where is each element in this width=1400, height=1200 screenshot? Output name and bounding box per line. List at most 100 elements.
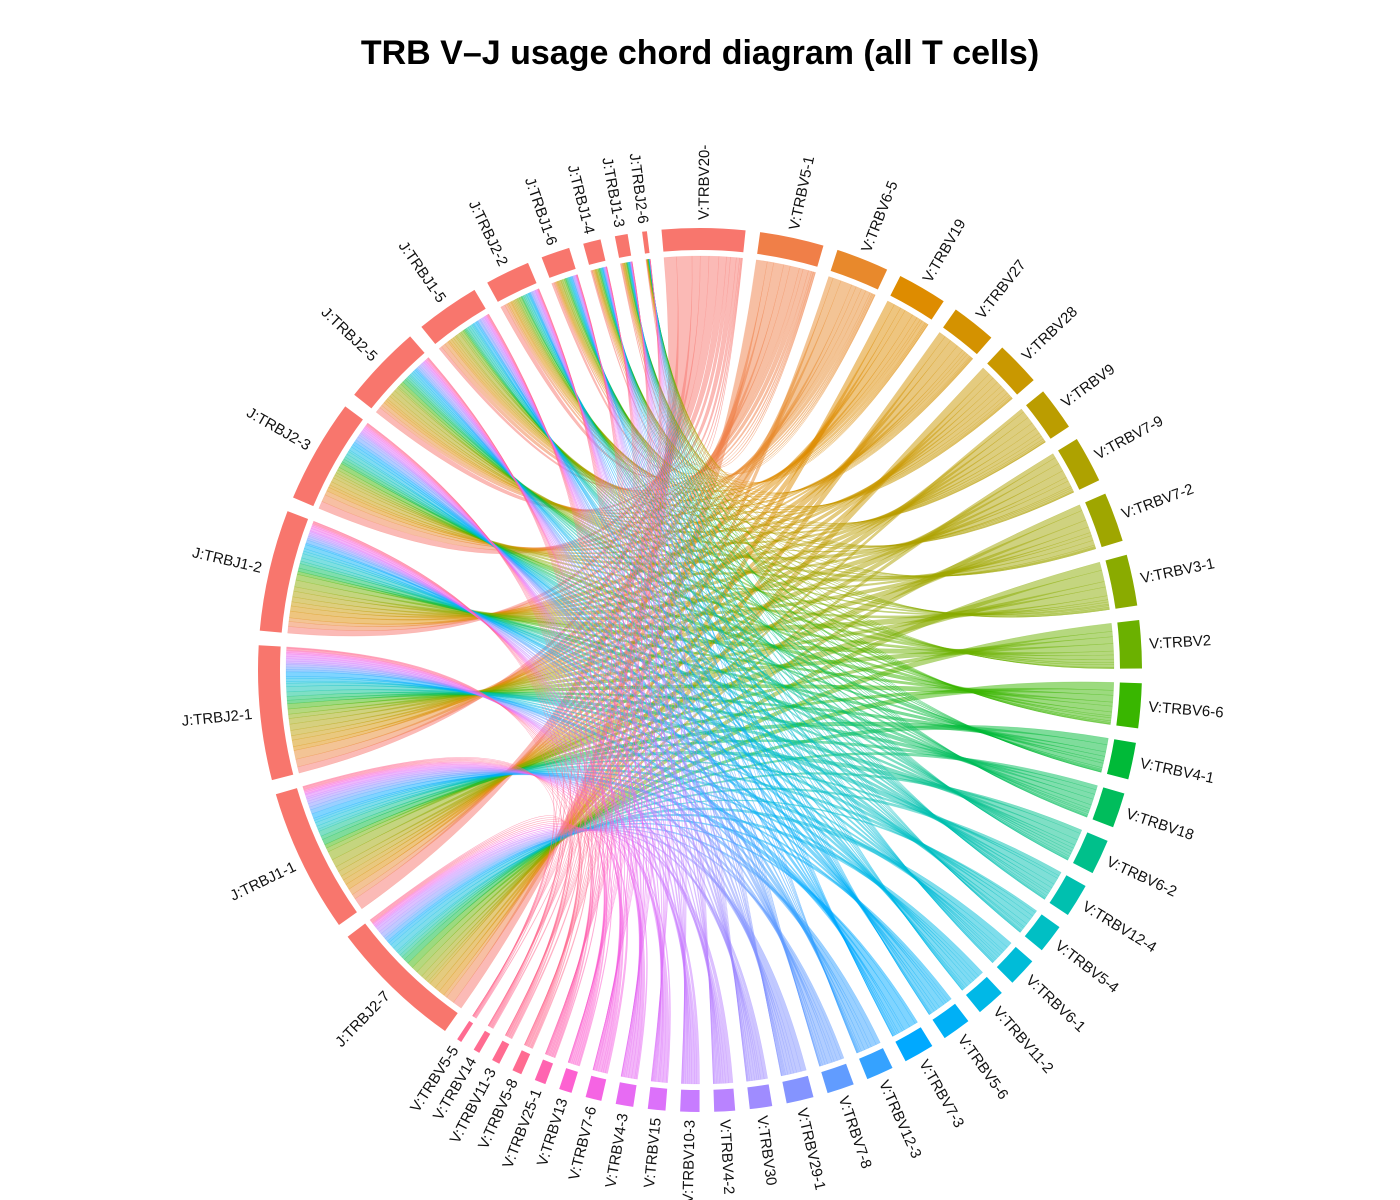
sector-label-j-trbj2-3: J:TRBJ2-3 (244, 404, 314, 454)
ribbon-v-trbv4-1-j-trbj1-3 (626, 262, 1102, 773)
ribbon-v-trbv7-9-j-trbj1-4 (595, 268, 1074, 547)
ribbon-v-trbv7-8-j-trbj1-5 (477, 319, 826, 1066)
ribbon-v-trbv11-3-j-trbj2-7 (370, 819, 581, 1040)
ribbon-v-trbv13-j-trbj2-6 (567, 258, 665, 1063)
ribbon-v-trbv2-j-trbj1-6 (562, 278, 1115, 668)
ribbon-v-trbv5-8-j-trbj1-1 (303, 760, 582, 1049)
ribbon-v-trbv3-1-j-trbj1-3 (625, 262, 1110, 618)
ribbon-v-trbv7-3-j-trbj2-1 (285, 671, 911, 1031)
ribbon-v-trbv13-j-trbj1-5 (486, 314, 620, 1064)
ribbon-v-trbv4-3-j-trbj2-6 (620, 258, 670, 1077)
ribbon-v-trbv29-1-j-trbj2-7 (380, 828, 807, 1072)
ribbon-v-trbv5-4-j-trbj1-4 (600, 267, 1022, 933)
ribbon-v-trbv12-4-j-trbj2-2 (524, 294, 1048, 898)
sector-arc-j-trbj2-7 (347, 923, 458, 1032)
ribbon-v-trbv5-6-j-trbj1-1 (313, 772, 949, 1004)
sector-arc-v-trbv7-2 (1085, 493, 1123, 548)
sector-arc-v-trbv15 (647, 1087, 668, 1111)
ribbon-v-trbv14-j-trbj2-1 (286, 647, 562, 1028)
ribbon-v-trbv15-j-trbj1-5 (483, 316, 663, 1082)
ribbon-v-trbv15-j-trbj2-6 (649, 258, 676, 1082)
sector-arc-j-trbj1-4 (583, 239, 606, 265)
sector-arc-v-trbv5-8 (512, 1050, 531, 1075)
ribbon-v-trbv25-1-j-trbj2-6 (544, 258, 663, 1055)
sector-arc-j-trbj1-3 (614, 233, 632, 258)
ribbon-v-trbv20-j-trbj1-3 (619, 257, 743, 466)
ribbon-v-trbv5-4-j-trbj2-6 (648, 258, 1021, 933)
ribbon-v-trbv4-1-j-trbj2-6 (648, 258, 1102, 773)
ribbon-v-trbv4-2-j-trbj2-3 (360, 432, 722, 1084)
ribbon-v-trbv5-6-j-trbj2-6 (648, 258, 930, 1016)
sector-label-j-trbj2-5: J:TRBJ2-5 (318, 304, 381, 365)
sector-label-v-trbv15: V:TRBV15 (641, 1117, 665, 1189)
ribbon-v-trbv11-2-j-trbj2-3 (349, 446, 972, 987)
ribbon-v-trbv6-2-j-trbj2-2 (523, 294, 1070, 859)
ribbon-v-trbv25-1-j-trbj1-3 (545, 261, 653, 1055)
ribbon-v-trbv7-3-j-trbj1-3 (629, 261, 894, 1037)
ribbon-v-trbv7-2-j-trbj2-1 (288, 519, 1089, 725)
sector-label-v-trbv9: V:TRBV9 (1058, 361, 1118, 411)
ribbon-v-trbv13-j-trbj2-2 (536, 288, 628, 1064)
sector-arc-v-trbv27 (943, 309, 992, 355)
ribbon-v-trbv11-2-j-trbj1-1 (314, 770, 980, 979)
ribbon-v-trbv7-8-j-trbj2-6 (649, 258, 820, 1067)
ribbon-v-trbv18-j-trbj2-6 (648, 258, 1088, 818)
ribbon-v-trbv7-3-j-trbj1-4 (602, 267, 894, 1037)
sector-label-v-trbv28: V:TRBV28 (1019, 303, 1081, 364)
sector-arc-v-trbv20 (661, 228, 746, 253)
sector-arc-v-trbv7-6 (585, 1075, 607, 1101)
ribbon-v-trbv6-6-j-trbj2-6 (647, 259, 1111, 725)
ribbon-v-trbv7-6-j-trbj1-1 (304, 763, 624, 1074)
ribbon-v-trbv15-j-trbj2-1 (285, 656, 666, 1083)
ribbon-v-trbv12-3-j-trbj2-5 (415, 367, 862, 1053)
ribbon-v-trbv7-3-j-trbj1-5 (475, 320, 898, 1036)
ribbon-v-trbv5-6-j-trbj2-1 (285, 676, 947, 1005)
ribbon-v-trbv7-2-j-trbj1-1 (331, 510, 1087, 868)
ribbon-v-trbv7-3-j-trbj1-2 (305, 542, 905, 1032)
sector-label-v-trbv4-3: V:TRBV4-3 (602, 1112, 632, 1189)
sector-arc-v-trbv14 (473, 1030, 491, 1053)
ribbon-v-trbv5-8-j-trbj2-5 (426, 357, 595, 1047)
ribbon-v-trbv29-1-j-trbj1-6 (572, 275, 784, 1076)
sector-arc-v-trbv6-2 (1073, 832, 1108, 874)
ribbon-v-trbv4-1-j-trbj2-5 (402, 379, 1104, 768)
sector-label-v-trbv7-8: V:TRBV7-8 (835, 1094, 875, 1171)
sector-arc-v-trbv7-3 (895, 1027, 933, 1062)
ribbon-v-trbv12-4-j-trbj1-4 (600, 267, 1046, 900)
ribbon-v-trbv4-2-j-trbj2-5 (421, 362, 720, 1084)
sector-arc-j-trbj2-2 (487, 262, 537, 302)
ribbon-v-trbv9-j-trbj1-6 (558, 280, 1046, 527)
ribbon-v-trbv29-1-j-trbj2-6 (649, 258, 782, 1077)
sector-label-v-trbv6-5: V:TRBV6-5 (858, 179, 902, 255)
sector-arc-v-trbv6-1 (996, 946, 1033, 983)
ribbon-v-trbv30-j-trbj2-5 (419, 363, 755, 1081)
ribbon-v-trbv7-3-j-trbj2-2 (528, 292, 896, 1036)
sector-arc-v-trbv7-9 (1058, 438, 1100, 490)
ribbon-v-trbv3-1-j-trbj2-6 (647, 259, 1110, 618)
ribbon-v-trbv7-8-j-trbj1-4 (603, 267, 821, 1067)
sector-label-j-trbj1-3: J:TRBJ1-3 (598, 156, 627, 229)
ribbon-v-trbv14-j-trbj1-5 (488, 313, 595, 1027)
ribbon-v-trbv25-1-j-trbj1-5 (486, 314, 612, 1056)
ribbon-v-trbv5-1-j-trbj2-3 (321, 265, 800, 552)
ribbon-v-trbv29-1-j-trbj1-4 (603, 266, 783, 1077)
ribbon-v-trbv14-j-trbj1-6 (487, 274, 623, 1027)
sector-label-v-trbv19: V:TRBV19 (919, 216, 969, 285)
ribbon-v-trbv12-4-j-trbj1-5 (467, 325, 1049, 897)
ribbon-v-trbv18-j-trbj1-2 (298, 563, 1094, 806)
ribbon-v-trbv20-j-trbj2-6 (645, 257, 743, 465)
ribbon-v-trbv5-8-j-trbj1-3 (524, 261, 652, 1046)
ribbon-v-trbv12-3-j-trbj2-2 (529, 292, 860, 1053)
ribbon-v-trbv5-1-j-trbj2-6 (645, 259, 816, 469)
ribbon-v-trbv5-6-j-trbj2-5 (413, 369, 938, 1012)
sector-arc-v-trbv12-4 (1049, 875, 1086, 916)
ribbon-v-trbv11-3-j-trbj2-6 (504, 258, 661, 1036)
ribbon-v-trbv11-2-j-trbj1-4 (601, 267, 964, 991)
ribbon-v-trbv30-j-trbj2-3 (359, 433, 758, 1081)
ribbon-v-trbv4-1-j-trbj1-4 (598, 268, 1102, 773)
ribbon-v-trbv5-4-j-trbj1-2 (301, 553, 1031, 925)
ribbon-v-trbv25-1-j-trbj1-6 (545, 274, 632, 1055)
ribbon-v-trbv6-2-j-trbj1-3 (627, 262, 1069, 861)
ribbon-v-trbv14-j-trbj1-2 (313, 521, 565, 1028)
